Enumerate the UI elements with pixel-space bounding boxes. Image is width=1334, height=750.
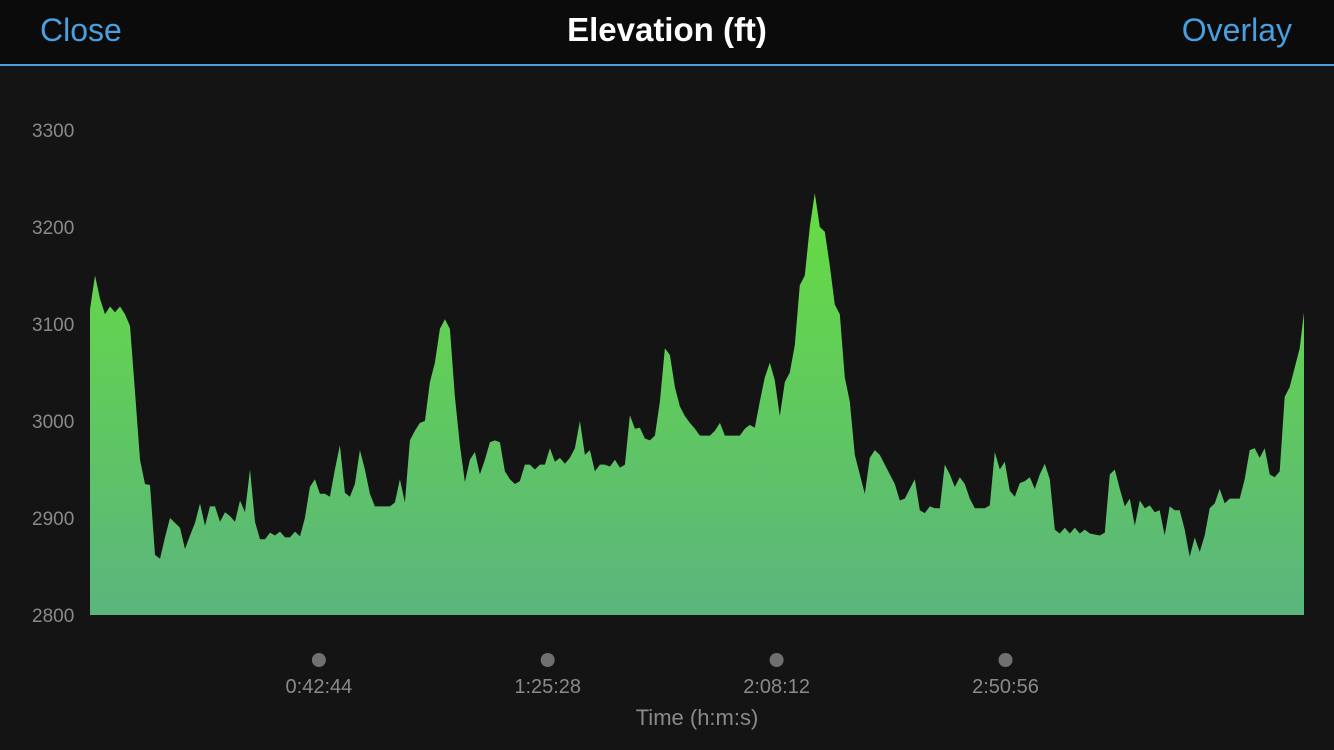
x-tick-label: 1:25:28 [514, 676, 581, 698]
x-axis-label: Time (h:m:s) [636, 705, 759, 730]
x-tick-label: 2:50:56 [972, 676, 1039, 698]
page-title: Elevation (ft) [567, 11, 767, 48]
x-tick-label: 2:08:12 [743, 676, 810, 698]
x-axis: 0:42:44 1:25:28 2:08:12 2:50:56 [286, 653, 1039, 698]
x-tick-marker [540, 653, 555, 667]
elevation-chart: 2800 2900 3000 3100 3200 3300 0:42:44 1:25:28 2… [32, 121, 1304, 730]
elevation-area [90, 193, 1304, 615]
y-tick-label: 2800 [32, 606, 74, 627]
x-tick-marker [998, 653, 1013, 667]
x-tick-marker [311, 653, 326, 667]
y-tick-label: 3100 [32, 315, 74, 336]
y-tick-label: 3200 [32, 218, 74, 239]
overlay-button[interactable]: Overlay [1181, 12, 1292, 48]
y-tick-label: 3300 [32, 121, 74, 142]
close-button[interactable]: Close [40, 12, 122, 48]
navigation-bar: Close Elevation (ft) Overlay [0, 0, 1334, 66]
x-tick-label: 0:42:44 [286, 676, 353, 698]
x-tick-marker [769, 653, 784, 667]
y-axis: 2800 2900 3000 3100 3200 3300 [32, 121, 74, 627]
y-tick-label: 2900 [32, 509, 74, 530]
y-tick-label: 3000 [32, 412, 74, 433]
